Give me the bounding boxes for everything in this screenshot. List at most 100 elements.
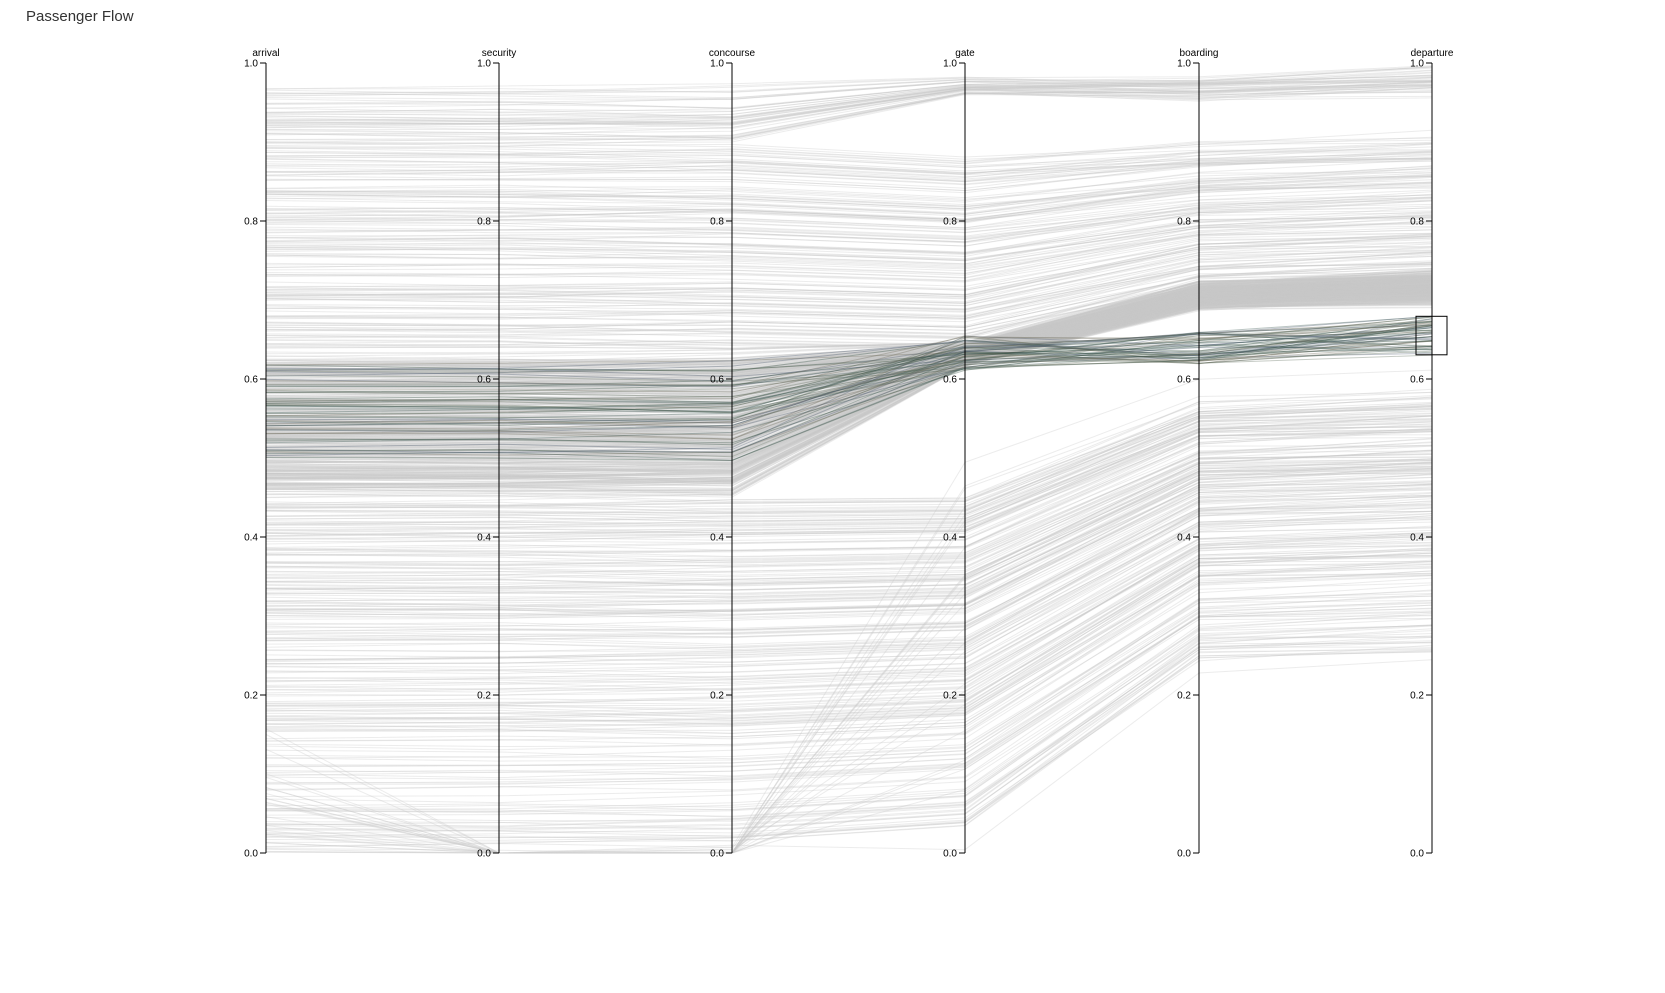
background-flow-line	[265, 492, 1433, 639]
background-flow-line	[265, 289, 1433, 439]
background-flow-line	[265, 286, 1433, 442]
background-flow-line	[265, 275, 1433, 383]
background-flow-line	[265, 610, 1433, 784]
background-flow-line	[265, 496, 1433, 642]
background-flow-line	[265, 504, 1433, 647]
page-title: Passenger Flow	[26, 8, 134, 25]
background-flow-line	[265, 76, 1433, 95]
background-flow-line	[265, 537, 1433, 694]
background-flow-line	[265, 276, 1433, 375]
background-flow-line	[265, 298, 1433, 449]
background-flow-line	[265, 191, 1433, 247]
brush-layer[interactable]	[1415, 315, 1448, 356]
background-flow-line	[265, 65, 1433, 95]
background-flow-line	[265, 527, 1433, 680]
background-flow-line	[265, 293, 1433, 382]
highlighted-flow-line	[265, 348, 1433, 444]
background-flow-line	[265, 296, 1433, 471]
background-flow-line	[265, 76, 1433, 117]
background-flow-line	[265, 286, 1433, 461]
background-flow-line	[265, 295, 1433, 481]
background-flow-line	[265, 276, 1433, 395]
background-flow-line	[265, 409, 1433, 511]
background-flow-line	[265, 295, 1433, 405]
background-flow-line	[265, 175, 1433, 224]
background-flow-line	[265, 295, 1433, 407]
background-flow-line	[265, 300, 1433, 452]
background-flow-line	[265, 427, 1433, 557]
background-flow-line	[265, 459, 1433, 569]
background-flow-line	[265, 636, 1433, 822]
background-flow-line	[265, 235, 1433, 299]
background-flow-line	[265, 275, 1433, 400]
background-flow-line	[265, 233, 1433, 282]
background-flow-line	[265, 582, 1433, 759]
background-flow-line	[265, 81, 1433, 119]
brush-selection[interactable]	[1415, 315, 1448, 356]
axis-title-security[interactable]: security	[482, 48, 516, 59]
axis-title-boarding[interactable]: boarding	[1180, 48, 1219, 59]
background-flow-line	[266, 450, 1433, 563]
background-flow-line	[265, 303, 1433, 485]
highlighted-flow-line	[265, 331, 1433, 440]
background-flow-line	[265, 279, 1433, 435]
background-flow-line	[265, 285, 1433, 455]
background-flow-line	[265, 291, 1433, 453]
background-flow-line	[265, 299, 1433, 464]
background-flow-line	[265, 287, 1433, 385]
background-flow-line	[265, 280, 1433, 427]
background-flow-line	[265, 196, 1433, 237]
background-flow-line	[266, 275, 1433, 435]
background-flow-line	[265, 212, 1433, 261]
background-flow-line	[265, 290, 1433, 417]
background-flow-line	[265, 297, 1433, 485]
background-flow-line	[265, 287, 1433, 443]
background-flow-line	[265, 287, 1433, 401]
background-flow-line	[265, 636, 1433, 828]
background-flow-line	[265, 297, 1433, 478]
background-flow-line	[265, 481, 1433, 854]
background-flow-line	[265, 565, 1433, 719]
background-flow-line	[265, 274, 1433, 338]
background-flow-line	[265, 233, 1433, 297]
background-flow-line	[265, 416, 1433, 517]
tick-label: 0.4	[1177, 533, 1191, 544]
background-flow-line	[265, 175, 1433, 221]
background-flow-line	[265, 423, 1433, 537]
background-flow-line	[265, 306, 1433, 492]
axis-title-departure[interactable]: departure	[1411, 48, 1454, 59]
background-flow-line	[265, 294, 1433, 462]
axis-title-concourse[interactable]: concourse	[709, 48, 756, 59]
background-flow-line	[265, 517, 1433, 663]
background-flow-line	[265, 421, 1433, 854]
background-flow-line	[265, 431, 1433, 533]
background-flow-line	[265, 286, 1433, 435]
background-flow-line	[265, 295, 1433, 445]
axis-title-arrival[interactable]: arrival	[252, 48, 279, 59]
background-flow-line	[265, 277, 1433, 406]
background-flow-line	[265, 284, 1433, 378]
background-flow-line	[265, 425, 1433, 537]
background-flow-line	[265, 567, 1433, 727]
background-flow-line	[265, 296, 1433, 473]
axis-title-gate[interactable]: gate	[955, 48, 975, 59]
background-flow-line	[265, 293, 1433, 438]
background-flow-line	[266, 286, 1433, 440]
background-flow-line	[265, 469, 1433, 854]
tick-label: 0.0	[1177, 849, 1191, 860]
background-flow-line	[265, 272, 1433, 349]
background-flow-line	[265, 293, 1433, 374]
background-flow-line	[265, 273, 1433, 387]
background-flow-line	[265, 647, 1433, 839]
background-flow-line	[265, 402, 1433, 513]
background-flow-line	[265, 292, 1433, 487]
background-flow-line	[265, 301, 1433, 468]
background-flow-line	[265, 289, 1433, 420]
background-flow-line	[265, 449, 1433, 854]
